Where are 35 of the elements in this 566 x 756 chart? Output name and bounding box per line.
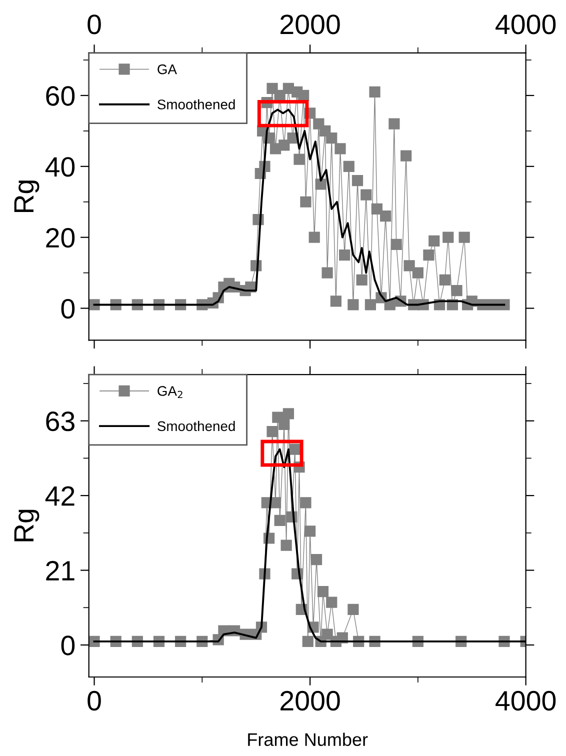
point (317, 586, 329, 598)
point (348, 604, 359, 615)
y-tick-label: 40 (45, 157, 75, 177)
y-tick-label: 63 (46, 412, 74, 432)
legend-label: GA$_{2}$ (158, 386, 182, 398)
point (322, 628, 333, 640)
y-tick-label: 21 (46, 560, 74, 580)
point (326, 596, 338, 608)
y-axis-title: Rg (14, 180, 40, 212)
point (266, 426, 278, 438)
legend-label: Smoothened (158, 420, 235, 432)
x-tick-label: 4000 (496, 690, 556, 711)
y-axis-title: Rg (14, 510, 40, 542)
point (304, 526, 316, 537)
x-tick-label: 0 (88, 690, 101, 711)
point (274, 514, 286, 526)
y-tick-label: 20 (46, 228, 75, 248)
y-tick-label: 60 (46, 86, 75, 106)
legend-label: Smoothened (158, 99, 235, 110)
y-tick-label: 0 (61, 298, 75, 319)
x-tick-label: 2000 (280, 14, 340, 34)
x-tick-label: 0 (88, 14, 101, 34)
legend-label: GA (158, 64, 177, 74)
point (302, 636, 314, 647)
point (310, 554, 322, 566)
y-tick-label: 42 (45, 486, 74, 506)
point (280, 540, 292, 551)
x-tick-label: 4000 (496, 14, 556, 34)
point (282, 408, 294, 420)
x-axis-title: Frame Number (248, 732, 368, 746)
y-tick-label: 0 (61, 636, 75, 656)
x-tick-label: 2000 (280, 690, 340, 711)
point (278, 418, 290, 430)
point (300, 497, 312, 508)
point (289, 444, 300, 455)
